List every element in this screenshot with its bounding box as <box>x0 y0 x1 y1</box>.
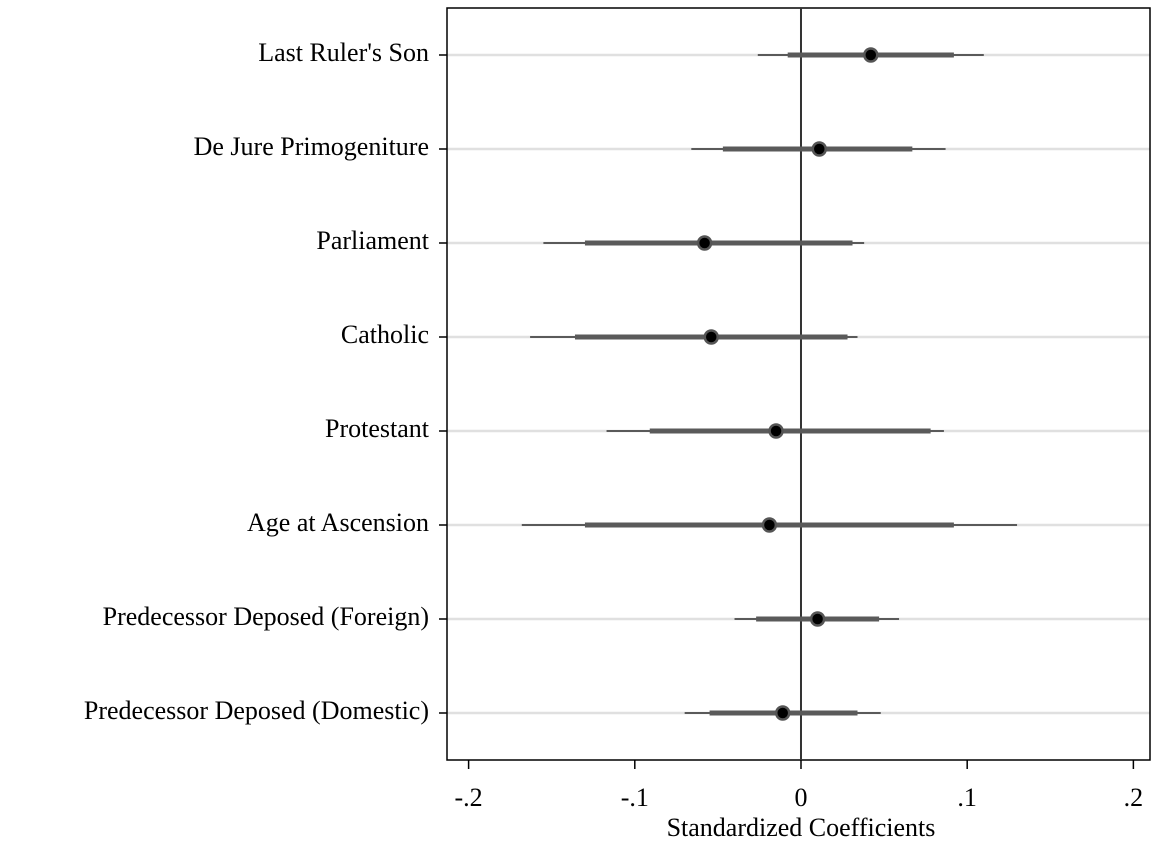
point-estimate <box>809 611 826 627</box>
x-tick-label: .1 <box>957 783 977 812</box>
point-estimate <box>768 423 784 439</box>
y-tick-label: Parliament <box>316 226 429 255</box>
point-estimate <box>774 705 791 721</box>
point-estimate <box>811 141 828 157</box>
point-estimate <box>703 329 719 345</box>
x-axis-label: Standardized Coefficients <box>667 813 936 842</box>
x-tick-label: -.1 <box>621 783 649 812</box>
y-tick-label: Last Ruler's Son <box>258 38 429 67</box>
y-tick-label: Catholic <box>341 320 429 349</box>
x-tick-label: .2 <box>1124 783 1144 812</box>
y-tick-label: De Jure Primogeniture <box>194 132 429 161</box>
point-estimate <box>761 517 778 533</box>
x-tick-label: -.2 <box>455 783 483 812</box>
point-estimate <box>696 235 713 251</box>
y-tick-label: Protestant <box>325 414 430 443</box>
x-tick-label: 0 <box>794 783 807 812</box>
y-tick-label: Predecessor Deposed (Domestic) <box>84 696 429 725</box>
y-tick-label: Age at Ascension <box>247 508 429 537</box>
point-estimate <box>863 47 879 63</box>
y-tick-label: Predecessor Deposed (Foreign) <box>103 602 429 631</box>
plot-frame <box>446 7 1151 761</box>
